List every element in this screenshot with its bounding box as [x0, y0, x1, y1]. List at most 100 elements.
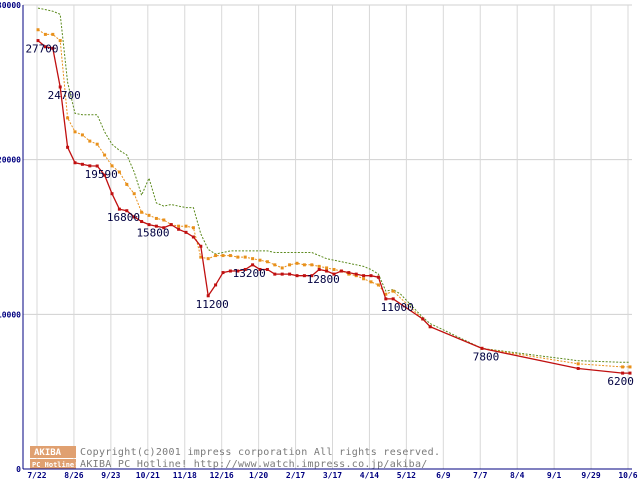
- point-middle: [384, 292, 388, 296]
- point-middle: [354, 274, 358, 278]
- point-middle: [88, 139, 92, 143]
- point-middle: [117, 170, 121, 174]
- point-lowest: [480, 346, 484, 350]
- point-middle: [58, 39, 62, 43]
- series-line-middle: [37, 29, 630, 368]
- point-lowest: [376, 275, 380, 279]
- point-middle: [628, 365, 632, 369]
- point-lowest: [199, 244, 203, 248]
- point-lowest: [191, 235, 195, 239]
- point-middle: [206, 257, 210, 261]
- point-middle: [347, 272, 351, 276]
- point-middle: [369, 280, 373, 284]
- point-lowest: [310, 274, 314, 278]
- data-label: 27700: [25, 43, 58, 56]
- point-lowest: [140, 220, 144, 224]
- point-middle: [199, 255, 203, 259]
- x-tick-label: 4/14: [360, 471, 379, 480]
- point-middle: [228, 254, 232, 258]
- x-tick-label: 7/22: [27, 471, 46, 480]
- point-middle: [66, 116, 70, 120]
- x-tick-label: 6/9: [436, 471, 451, 480]
- point-lowest: [428, 325, 432, 329]
- point-lowest: [243, 267, 247, 271]
- point-lowest: [51, 46, 55, 50]
- point-lowest: [354, 272, 358, 276]
- x-tick-label: 1/20: [249, 471, 268, 480]
- point-middle: [51, 32, 55, 36]
- point-middle: [177, 224, 181, 228]
- point-middle: [302, 263, 306, 267]
- point-lowest: [421, 317, 425, 321]
- point-middle: [273, 263, 277, 267]
- point-middle: [147, 213, 151, 217]
- x-tick-label: 11/18: [173, 471, 197, 480]
- point-lowest: [184, 230, 188, 234]
- point-lowest: [295, 274, 299, 278]
- point-middle: [243, 255, 247, 259]
- point-lowest: [147, 223, 151, 227]
- copyright-line-2: AKIBA PC Hotline! http://www.watch.impre…: [80, 459, 428, 470]
- point-lowest: [576, 366, 580, 370]
- y-tick-label: 30000: [0, 1, 21, 10]
- point-lowest: [177, 227, 181, 231]
- x-tick-label: 9/1: [547, 471, 562, 480]
- point-middle: [110, 164, 114, 168]
- x-tick-label: 7/7: [473, 471, 488, 480]
- point-lowest: [162, 226, 166, 230]
- point-middle: [391, 289, 395, 293]
- point-lowest: [206, 294, 210, 298]
- point-middle: [191, 226, 195, 230]
- data-label: 11000: [381, 301, 414, 314]
- data-label: 6200: [607, 375, 634, 388]
- point-middle: [576, 362, 580, 366]
- x-tick-label: 9/23: [101, 471, 120, 480]
- point-lowest: [58, 85, 62, 89]
- point-middle: [140, 210, 144, 214]
- point-middle: [325, 266, 329, 270]
- x-tick-label: 8/26: [64, 471, 83, 480]
- y-tick-label: 0: [16, 465, 21, 474]
- point-lowest: [66, 145, 70, 149]
- point-middle: [43, 32, 47, 36]
- point-middle: [251, 257, 255, 261]
- point-lowest: [88, 164, 92, 168]
- point-middle: [95, 142, 99, 146]
- point-middle: [221, 254, 225, 258]
- x-tick-label: 10/21: [136, 471, 160, 480]
- point-lowest: [228, 269, 232, 273]
- point-lowest: [339, 269, 343, 273]
- point-lowest: [258, 267, 262, 271]
- point-middle: [295, 261, 299, 265]
- data-label: 13200: [233, 267, 266, 280]
- copyright-line-1: Copyright(c)2001 impress corporation All…: [80, 447, 440, 458]
- point-lowest: [332, 272, 336, 276]
- data-labels: 27700 24700 19590 16800 15800 11200 13200 12800…: [25, 43, 633, 389]
- point-middle: [184, 224, 188, 228]
- data-label: 7800: [473, 350, 500, 363]
- data-label: 11200: [196, 298, 229, 311]
- point-lowest: [251, 263, 255, 267]
- point-middle: [132, 192, 136, 196]
- point-lowest: [169, 223, 173, 227]
- point-lowest: [369, 274, 373, 278]
- point-lowest: [154, 224, 158, 228]
- point-middle: [73, 130, 77, 134]
- data-label: 19590: [85, 168, 118, 181]
- data-label: 16800: [107, 211, 140, 224]
- point-middle: [376, 283, 380, 287]
- point-middle: [214, 254, 218, 258]
- grid: [23, 4, 632, 470]
- x-tick-label: 9/29: [581, 471, 600, 480]
- point-middle: [125, 182, 129, 186]
- x-tick-label: 3/17: [323, 471, 342, 480]
- point-lowest: [36, 39, 40, 43]
- point-lowest: [628, 371, 632, 375]
- point-lowest: [302, 274, 306, 278]
- point-middle: [36, 28, 40, 32]
- point-middle: [258, 258, 262, 262]
- point-lowest: [221, 271, 225, 275]
- point-lowest: [132, 215, 136, 219]
- x-tick-label: 12/16: [210, 471, 234, 480]
- point-lowest: [621, 371, 625, 375]
